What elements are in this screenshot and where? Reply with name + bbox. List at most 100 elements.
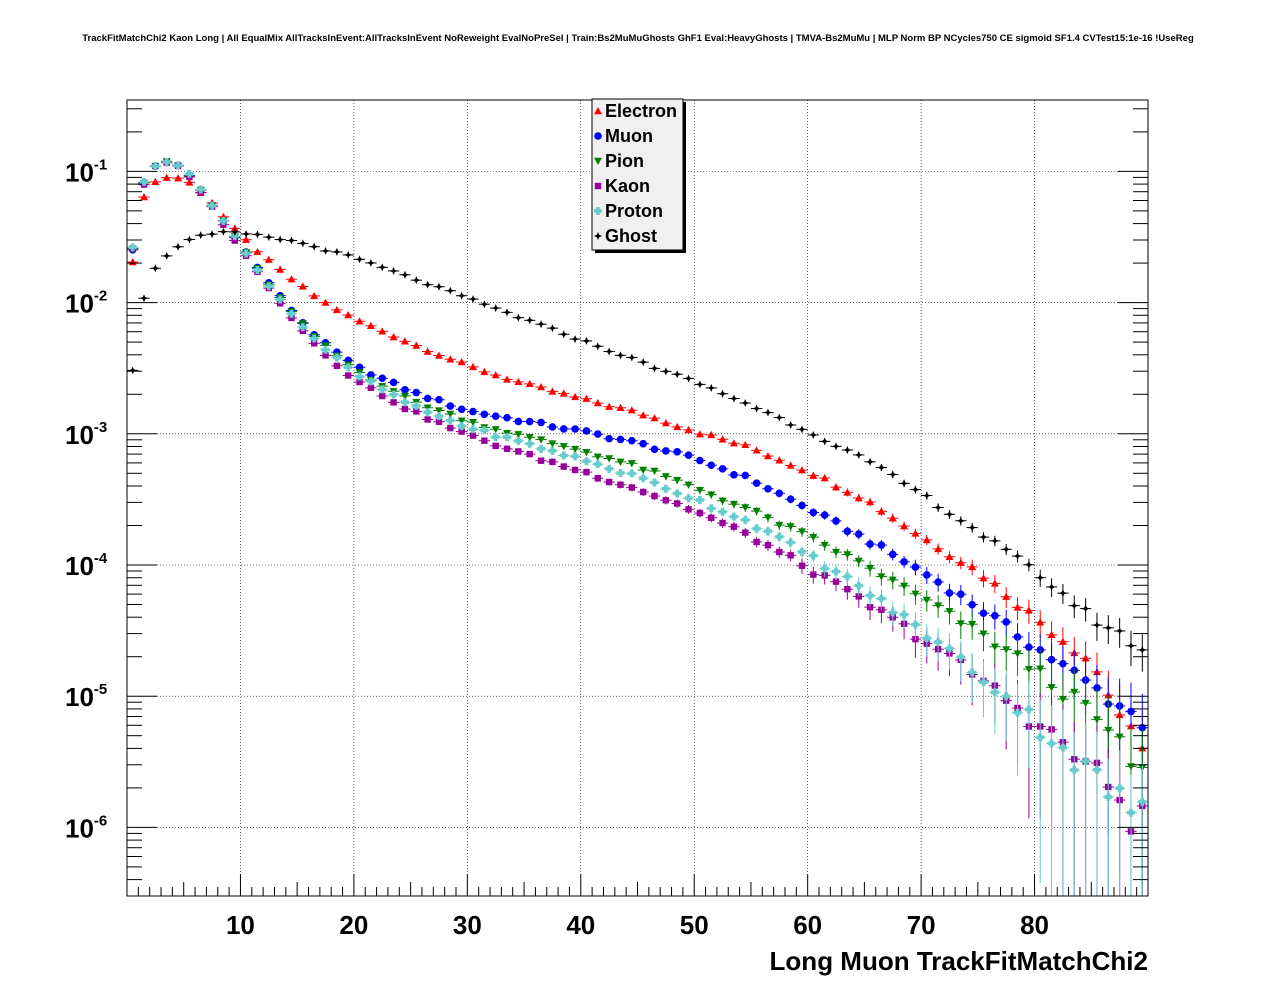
data-point bbox=[752, 404, 761, 413]
data-point bbox=[742, 529, 749, 536]
data-point bbox=[605, 402, 614, 410]
data-point bbox=[979, 574, 988, 582]
data-point bbox=[412, 401, 421, 410]
legend-label: Proton bbox=[605, 201, 663, 221]
y-tick-label: 10-2 bbox=[65, 288, 107, 319]
data-point bbox=[639, 358, 648, 367]
data-point bbox=[571, 425, 579, 433]
data-point bbox=[366, 377, 375, 386]
legend-label: Ghost bbox=[605, 226, 657, 246]
x-tick-label: 30 bbox=[453, 910, 482, 940]
data-point bbox=[287, 236, 296, 245]
data-point bbox=[1047, 655, 1056, 664]
data-point bbox=[605, 464, 614, 473]
data-point bbox=[548, 440, 557, 448]
data-point bbox=[1126, 763, 1135, 771]
data-point bbox=[685, 506, 692, 513]
data-point bbox=[457, 417, 466, 425]
data-series bbox=[127, 157, 1148, 896]
data-point bbox=[434, 412, 443, 421]
data-point bbox=[345, 372, 352, 379]
y-tick-label: 10-5 bbox=[65, 681, 107, 712]
data-point bbox=[707, 383, 716, 392]
data-point bbox=[310, 242, 319, 251]
data-point bbox=[662, 447, 670, 455]
data-point bbox=[797, 425, 806, 434]
legend-marker bbox=[594, 232, 602, 240]
data-point bbox=[571, 466, 579, 474]
data-point bbox=[537, 444, 546, 453]
data-point bbox=[639, 488, 647, 496]
data-point bbox=[900, 610, 909, 619]
data-point bbox=[1013, 708, 1022, 717]
data-point bbox=[298, 323, 307, 332]
data-point bbox=[877, 463, 886, 472]
data-point bbox=[616, 351, 625, 360]
data-point bbox=[729, 512, 738, 521]
data-point bbox=[650, 364, 659, 373]
data-point bbox=[616, 403, 625, 411]
data-point bbox=[162, 173, 171, 181]
data-point bbox=[752, 524, 761, 533]
data-point bbox=[617, 481, 624, 488]
data-point bbox=[684, 451, 693, 459]
data-point bbox=[503, 308, 512, 317]
data-point bbox=[786, 495, 795, 504]
data-point bbox=[492, 442, 499, 450]
data-point bbox=[582, 448, 591, 457]
data-point bbox=[775, 532, 784, 541]
grid-lines bbox=[127, 100, 1148, 896]
data-point bbox=[1070, 601, 1079, 610]
data-point bbox=[797, 528, 806, 536]
data-point bbox=[367, 384, 375, 392]
data-point bbox=[763, 451, 772, 460]
data-point bbox=[276, 295, 285, 304]
data-point bbox=[661, 367, 670, 376]
data-point bbox=[820, 511, 829, 519]
data-point bbox=[752, 507, 761, 516]
data-point bbox=[242, 249, 251, 258]
data-point bbox=[231, 237, 238, 244]
data-point bbox=[911, 529, 920, 537]
data-point bbox=[469, 418, 478, 427]
data-point bbox=[571, 392, 580, 401]
data-point bbox=[786, 538, 795, 547]
data-point bbox=[605, 455, 614, 463]
data-point bbox=[378, 385, 387, 394]
data-point bbox=[503, 445, 511, 453]
data-point bbox=[162, 251, 171, 260]
data-point bbox=[661, 473, 670, 481]
data-point bbox=[956, 516, 965, 525]
data-point bbox=[990, 643, 999, 651]
legend-marker bbox=[594, 132, 602, 140]
data-point bbox=[412, 341, 421, 349]
data-point bbox=[446, 402, 455, 410]
data-point bbox=[797, 466, 806, 474]
data-point bbox=[639, 439, 647, 448]
data-point bbox=[695, 380, 704, 389]
data-point bbox=[866, 564, 875, 573]
data-point bbox=[571, 445, 580, 454]
data-point bbox=[264, 282, 273, 291]
data-point bbox=[650, 478, 659, 487]
data-point bbox=[559, 425, 568, 433]
data-point bbox=[843, 572, 852, 581]
data-point bbox=[934, 544, 943, 553]
data-point bbox=[525, 434, 534, 442]
data-point bbox=[934, 602, 943, 610]
data-point bbox=[480, 300, 489, 309]
data-point bbox=[400, 392, 409, 400]
data-point bbox=[1002, 646, 1011, 654]
data-point bbox=[832, 548, 841, 557]
data-point bbox=[854, 530, 863, 538]
data-point bbox=[854, 557, 863, 565]
data-point bbox=[605, 434, 613, 443]
data-point bbox=[968, 600, 976, 609]
data-point bbox=[1036, 646, 1045, 654]
data-point bbox=[979, 533, 988, 542]
data-point bbox=[322, 352, 329, 359]
data-point bbox=[548, 423, 557, 431]
data-point bbox=[321, 345, 330, 354]
data-point bbox=[185, 178, 194, 186]
